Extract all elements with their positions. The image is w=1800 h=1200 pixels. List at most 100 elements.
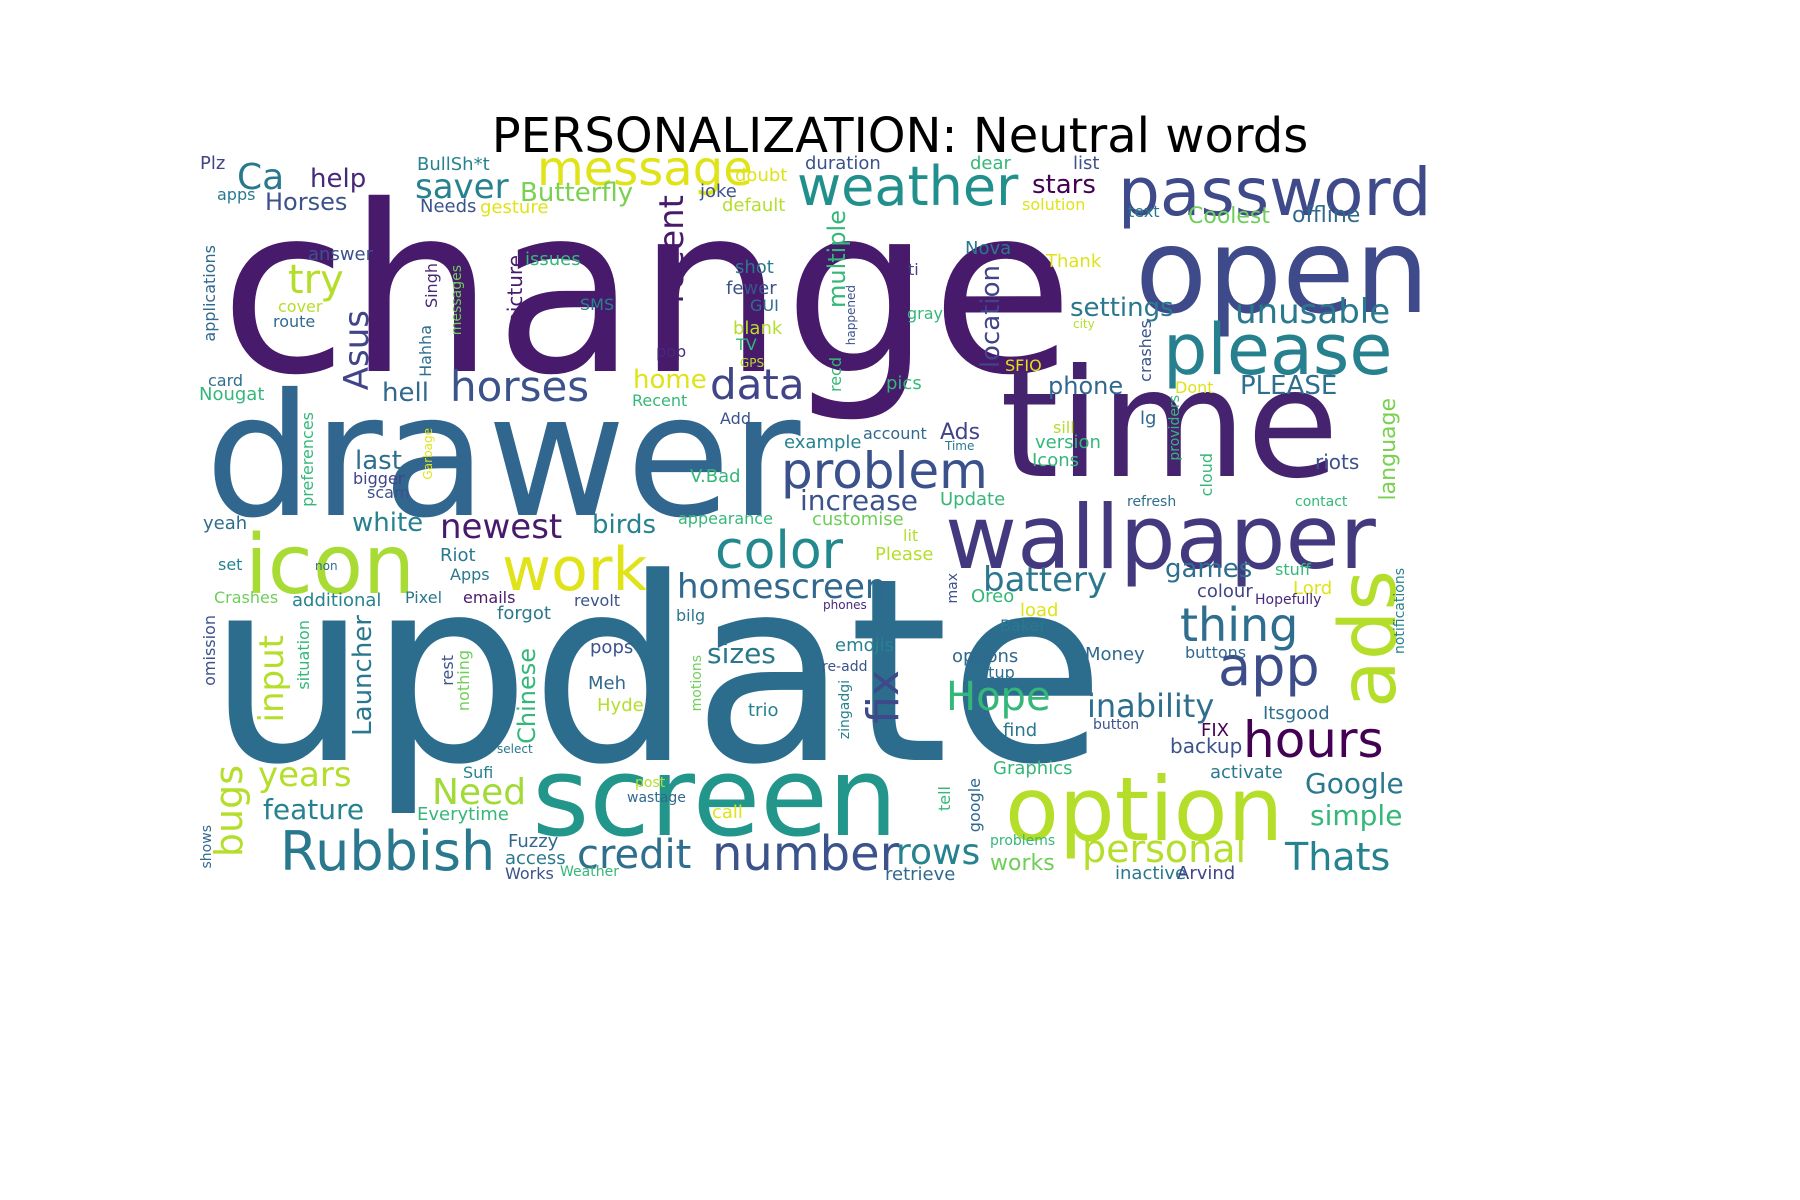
word: happened: [844, 285, 858, 346]
word: homescreen: [677, 567, 887, 607]
word: home: [633, 365, 707, 395]
word: increase: [800, 484, 919, 517]
word: city: [1073, 317, 1095, 331]
word: Recent: [632, 391, 688, 410]
word: sizes: [707, 637, 776, 670]
word: weather: [797, 155, 1019, 218]
word: load: [1020, 600, 1059, 621]
word: Horses: [265, 188, 348, 216]
word: Arvind: [1177, 863, 1236, 884]
word: joke: [700, 181, 737, 202]
word: yeah: [203, 513, 248, 534]
word: GUI: [750, 296, 779, 315]
word: settings: [1070, 293, 1174, 323]
word: Dont: [1175, 378, 1214, 397]
word: personal: [1082, 827, 1247, 871]
word: Chinese: [513, 648, 541, 744]
word: Itsgood: [1263, 703, 1330, 724]
word: Ca: [237, 157, 285, 198]
word: drawer: [205, 358, 801, 556]
word: example: [784, 432, 862, 453]
word: account: [863, 424, 927, 443]
word: lit: [903, 526, 919, 545]
word: Money: [1085, 644, 1145, 665]
word: Need: [432, 772, 527, 813]
word: crashes: [1136, 320, 1155, 382]
word: data: [710, 360, 805, 409]
word: riots: [1315, 450, 1360, 474]
word: providers: [1167, 395, 1183, 461]
word: post: [635, 775, 666, 791]
word: duration: [805, 153, 881, 174]
word: setup: [970, 663, 1015, 682]
word: Lord: [1293, 578, 1333, 599]
word: hell: [382, 378, 429, 408]
chart-title: PERSONALIZATION: Neutral words: [491, 108, 1309, 164]
word: feature: [263, 793, 365, 826]
word: TV: [736, 335, 757, 354]
word: retrieve: [885, 864, 956, 885]
word: picture: [503, 255, 527, 325]
word: Weather: [560, 864, 619, 880]
word: applications: [200, 245, 219, 342]
word: cloud: [1197, 453, 1216, 497]
word: language: [1376, 398, 1401, 501]
word: Pixel: [405, 588, 443, 607]
word: time: [1000, 338, 1339, 512]
word: Icons: [1032, 450, 1080, 471]
word: nothing: [454, 650, 473, 712]
word: issues: [525, 249, 581, 270]
word: button: [1093, 717, 1140, 733]
word: work: [502, 535, 648, 605]
word: credit: [577, 832, 692, 878]
word: find: [1003, 720, 1038, 741]
word: apps: [217, 185, 256, 204]
word: cover: [278, 297, 323, 316]
word: unusable: [1235, 292, 1391, 332]
word: SMS: [580, 295, 615, 314]
word: please: [1163, 309, 1393, 391]
word: Nova: [965, 238, 1012, 259]
word: horses: [450, 362, 590, 411]
word: Coolest: [1188, 204, 1271, 229]
word: contact: [1295, 494, 1348, 510]
word: FIX: [1201, 720, 1229, 741]
word: text: [1128, 202, 1160, 221]
word: messages: [449, 265, 465, 336]
word: Hyde: [597, 695, 644, 716]
word: trio: [748, 700, 779, 721]
word: Hahha: [416, 325, 435, 377]
word: Thank: [1046, 251, 1102, 272]
word: scam: [367, 483, 410, 502]
word: Plz: [200, 153, 226, 174]
word: dear: [970, 153, 1011, 174]
word: re-add: [822, 659, 868, 675]
word: Singh: [422, 263, 441, 309]
word: message: [537, 141, 753, 197]
word: access: [505, 848, 566, 869]
word: hours: [1243, 711, 1384, 769]
word: Graphics: [993, 758, 1073, 779]
word: newest: [440, 507, 563, 547]
word: forgot: [497, 603, 551, 624]
word: thing: [1180, 598, 1299, 652]
word: app: [1218, 635, 1320, 698]
word: select: [497, 742, 533, 756]
word: fix: [858, 670, 909, 724]
word: non: [315, 559, 338, 573]
word: inability: [1087, 687, 1215, 725]
word: doubt: [735, 165, 788, 186]
word: additional: [292, 590, 382, 611]
word: SFIO: [1005, 356, 1042, 375]
word: Works: [505, 864, 554, 883]
word: years: [258, 755, 352, 795]
word: simple: [1310, 799, 1403, 832]
word: colour: [1197, 581, 1253, 602]
word: Rubbish: [280, 820, 496, 883]
word: Needs: [420, 196, 477, 217]
word: backup: [1170, 734, 1243, 758]
word: V.Bad: [690, 466, 741, 487]
word: number: [712, 826, 900, 882]
word: white: [352, 508, 424, 538]
word: games: [1165, 554, 1253, 584]
